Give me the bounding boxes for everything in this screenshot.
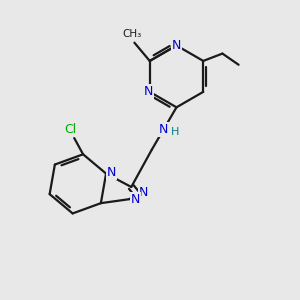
- Text: N: N: [139, 186, 148, 200]
- Text: Cl: Cl: [64, 123, 77, 136]
- Text: CH₃: CH₃: [122, 29, 142, 39]
- Text: N: N: [159, 123, 168, 136]
- Text: H: H: [171, 127, 179, 137]
- Text: N: N: [131, 193, 140, 206]
- Text: N: N: [107, 166, 116, 178]
- Text: N: N: [172, 39, 181, 52]
- Text: N: N: [144, 85, 153, 98]
